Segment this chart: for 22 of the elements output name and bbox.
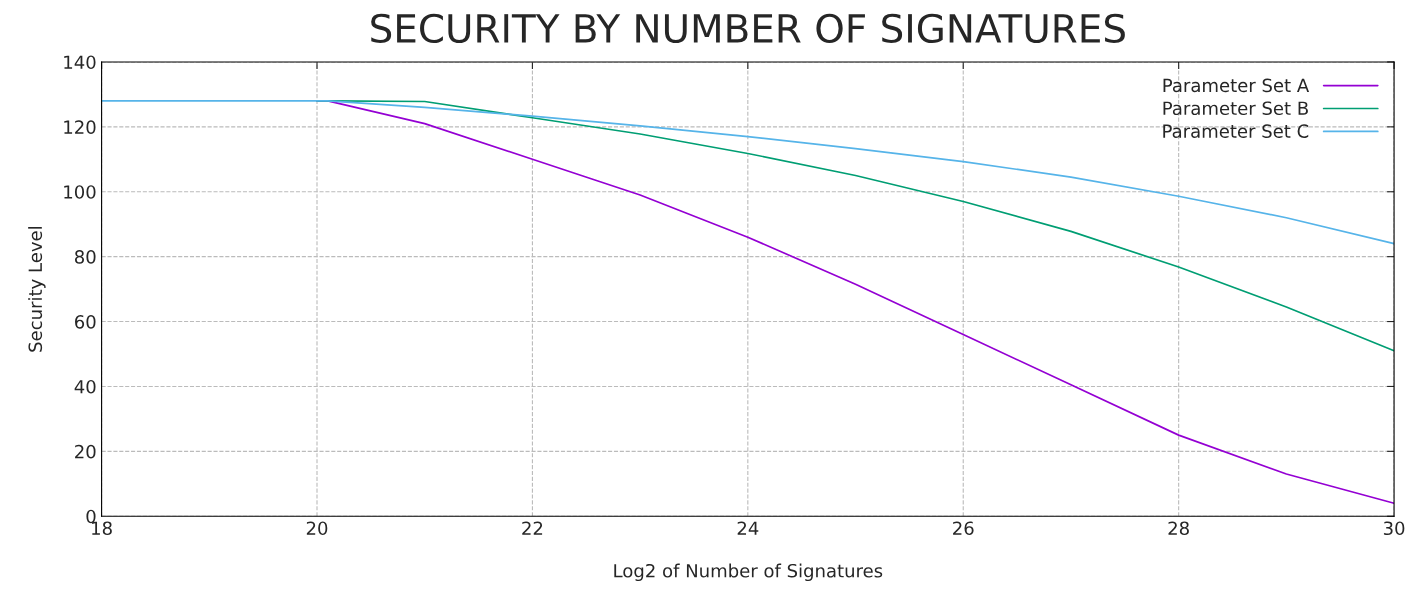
legend-label: Parameter Set A <box>1163 78 1310 93</box>
legend-label: Parameter Set C <box>1163 124 1309 138</box>
x-tick-label: 18 <box>92 521 112 536</box>
x-tick-label: 30 <box>1383 521 1405 536</box>
y-tick-label: 60 <box>75 315 96 329</box>
y-tick-label: 100 <box>64 185 96 199</box>
chart-title: SECURITY BY NUMBER OF SIGNATURES <box>371 13 1125 44</box>
y-tick-label: 20 <box>75 444 96 459</box>
x-tick-label: 26 <box>953 521 974 536</box>
y-tick-label: 80 <box>74 250 96 264</box>
x-axis-title: Log2 of Number of Signatures <box>614 563 883 582</box>
x-tick-label: 22 <box>522 521 543 535</box>
line-series <box>101 100 1395 245</box>
x-tick-label: 28 <box>1168 521 1189 536</box>
legend-label: Parameter Set B <box>1163 101 1308 116</box>
y-tick-label: 0 <box>86 509 96 524</box>
y-tick-label: 140 <box>64 55 96 70</box>
x-tick-label: 24 <box>737 521 759 535</box>
x-tick-label: 20 <box>306 521 328 536</box>
y-tick-label: 120 <box>64 120 96 134</box>
y-axis-title: Security Level <box>28 227 46 352</box>
y-tick-label: 40 <box>74 379 96 394</box>
